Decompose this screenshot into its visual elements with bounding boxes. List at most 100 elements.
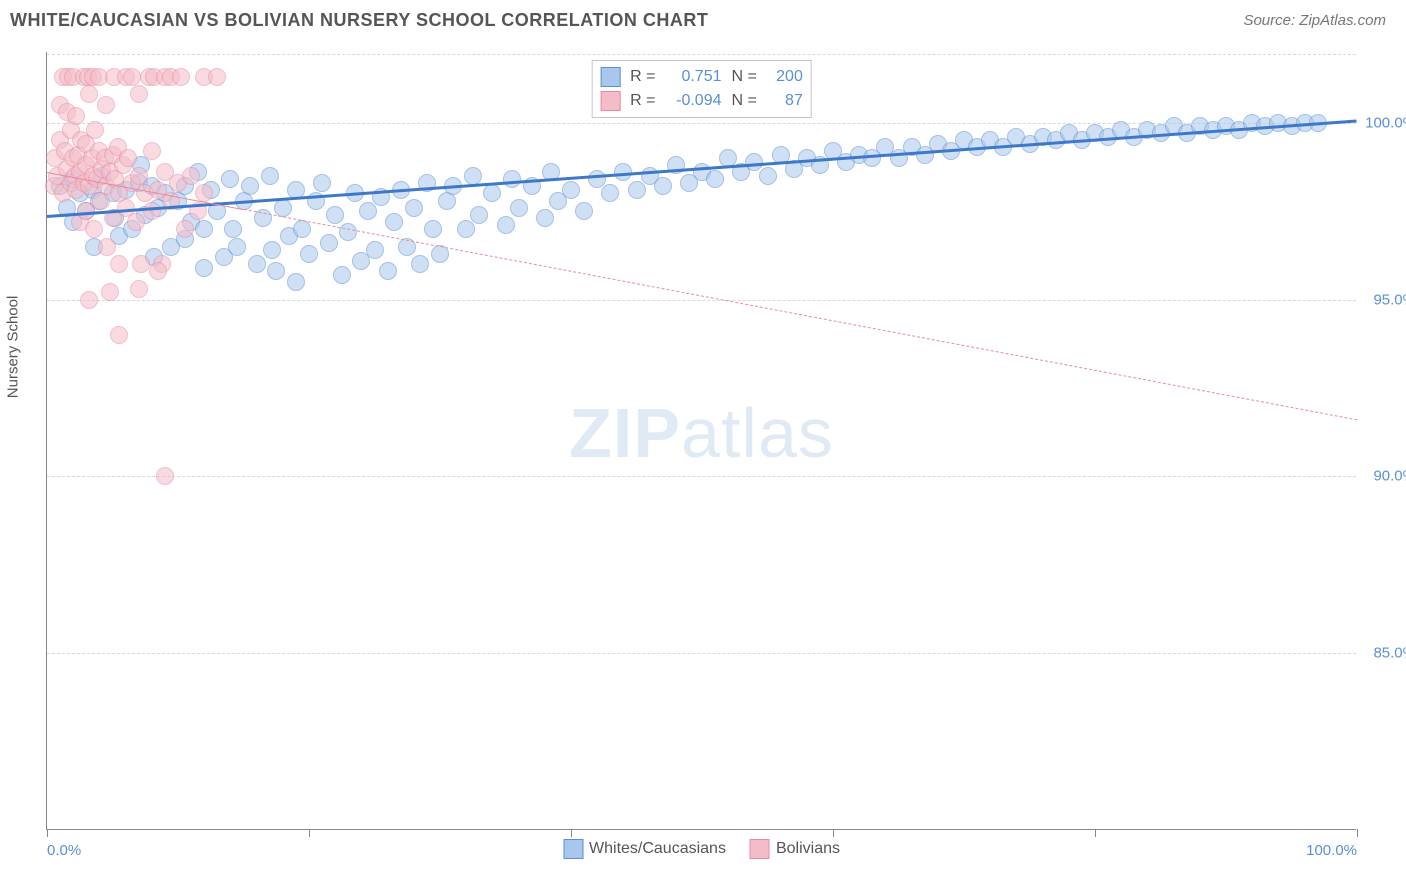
stats-n-value: 87 — [767, 92, 803, 110]
scatter-point — [176, 220, 194, 238]
scatter-point — [101, 283, 119, 301]
stats-row: R = 0.751 N = 200 — [600, 65, 803, 89]
chart-title: WHITE/CAUCASIAN VS BOLIVIAN NURSERY SCHO… — [10, 10, 708, 31]
scatter-point — [143, 202, 161, 220]
scatter-point — [379, 262, 397, 280]
trend-line — [47, 119, 1357, 217]
scatter-point — [320, 234, 338, 252]
legend-swatch — [600, 67, 620, 87]
scatter-point — [195, 220, 213, 238]
scatter-point — [98, 238, 116, 256]
scatter-point — [503, 170, 521, 188]
legend-label: Whites/Caucasians — [589, 840, 726, 858]
y-axis-label: Nursery School — [5, 295, 22, 398]
scatter-point — [172, 68, 190, 86]
scatter-point — [97, 96, 115, 114]
scatter-point — [628, 181, 646, 199]
x-tick — [1095, 829, 1096, 837]
scatter-point — [263, 241, 281, 259]
scatter-point — [274, 199, 292, 217]
scatter-point — [706, 170, 724, 188]
scatter-point — [536, 209, 554, 227]
scatter-point — [143, 142, 161, 160]
scatter-point — [359, 202, 377, 220]
legend-swatch — [600, 91, 620, 111]
scatter-point — [385, 213, 403, 231]
scatter-point — [287, 273, 305, 291]
scatter-point — [110, 326, 128, 344]
scatter-point — [130, 85, 148, 103]
y-tick-label: 85.0% — [1373, 645, 1406, 662]
scatter-point — [464, 167, 482, 185]
scatter-point — [110, 255, 128, 273]
gridline-h — [47, 476, 1356, 477]
stats-r-value: -0.094 — [666, 92, 722, 110]
scatter-point — [221, 170, 239, 188]
plot-area: 85.0%90.0%95.0%100.0%0.0%100.0% — [47, 52, 1356, 829]
scatter-point — [228, 238, 246, 256]
scatter-point — [195, 259, 213, 277]
x-tick — [47, 829, 48, 837]
stats-r-label: R = — [630, 68, 655, 86]
legend-swatch — [750, 839, 770, 859]
y-tick-label: 90.0% — [1373, 468, 1406, 485]
scatter-point — [405, 199, 423, 217]
scatter-point — [293, 220, 311, 238]
scatter-point — [80, 291, 98, 309]
stats-r-value: 0.751 — [666, 68, 722, 86]
scatter-point — [156, 467, 174, 485]
scatter-point — [224, 220, 242, 238]
gridline-h — [47, 653, 1356, 654]
stats-n-label: N = — [732, 92, 757, 110]
scatter-point — [326, 206, 344, 224]
scatter-point — [123, 68, 141, 86]
gridline-h — [47, 300, 1356, 301]
scatter-point — [86, 121, 104, 139]
scatter-point — [601, 184, 619, 202]
scatter-point — [333, 266, 351, 284]
y-tick-label: 95.0% — [1373, 291, 1406, 308]
scatter-point — [411, 255, 429, 273]
scatter-point — [575, 202, 593, 220]
scatter-point — [85, 220, 103, 238]
chart-header: WHITE/CAUCASIAN VS BOLIVIAN NURSERY SCHO… — [0, 0, 1406, 37]
scatter-point — [759, 167, 777, 185]
stats-r-label: R = — [630, 92, 655, 110]
stats-row: R = -0.094 N = 87 — [600, 89, 803, 113]
scatter-point — [313, 174, 331, 192]
stats-n-label: N = — [732, 68, 757, 86]
scatter-point — [208, 68, 226, 86]
scatter-point — [457, 220, 475, 238]
scatter-point — [562, 181, 580, 199]
y-tick-label: 100.0% — [1365, 114, 1406, 131]
scatter-point — [130, 280, 148, 298]
scatter-point — [510, 199, 528, 217]
scatter-point — [654, 177, 672, 195]
legend-item: Bolivians — [750, 839, 840, 859]
scatter-point — [366, 241, 384, 259]
scatter-point — [182, 167, 200, 185]
scatter-point — [267, 262, 285, 280]
x-tick-label: 0.0% — [47, 842, 81, 859]
x-tick — [833, 829, 834, 837]
x-tick — [1357, 829, 1358, 837]
bottom-legend: Whites/Caucasians Bolivians — [563, 839, 840, 859]
scatter-point — [483, 184, 501, 202]
x-tick — [309, 829, 310, 837]
scatter-point — [248, 255, 266, 273]
scatter-point — [127, 213, 145, 231]
scatter-point — [80, 85, 98, 103]
scatter-point — [261, 167, 279, 185]
scatter-point — [149, 262, 167, 280]
scatter-point — [132, 255, 150, 273]
scatter-point — [497, 216, 515, 234]
scatter-point — [130, 167, 148, 185]
legend-swatch — [563, 839, 583, 859]
legend-item: Whites/Caucasians — [563, 839, 726, 859]
stats-n-value: 200 — [767, 68, 803, 86]
scatter-point — [300, 245, 318, 263]
chart-source: Source: ZipAtlas.com — [1243, 12, 1386, 29]
scatter-point — [339, 223, 357, 241]
scatter-point — [424, 220, 442, 238]
legend-label: Bolivians — [776, 840, 840, 858]
